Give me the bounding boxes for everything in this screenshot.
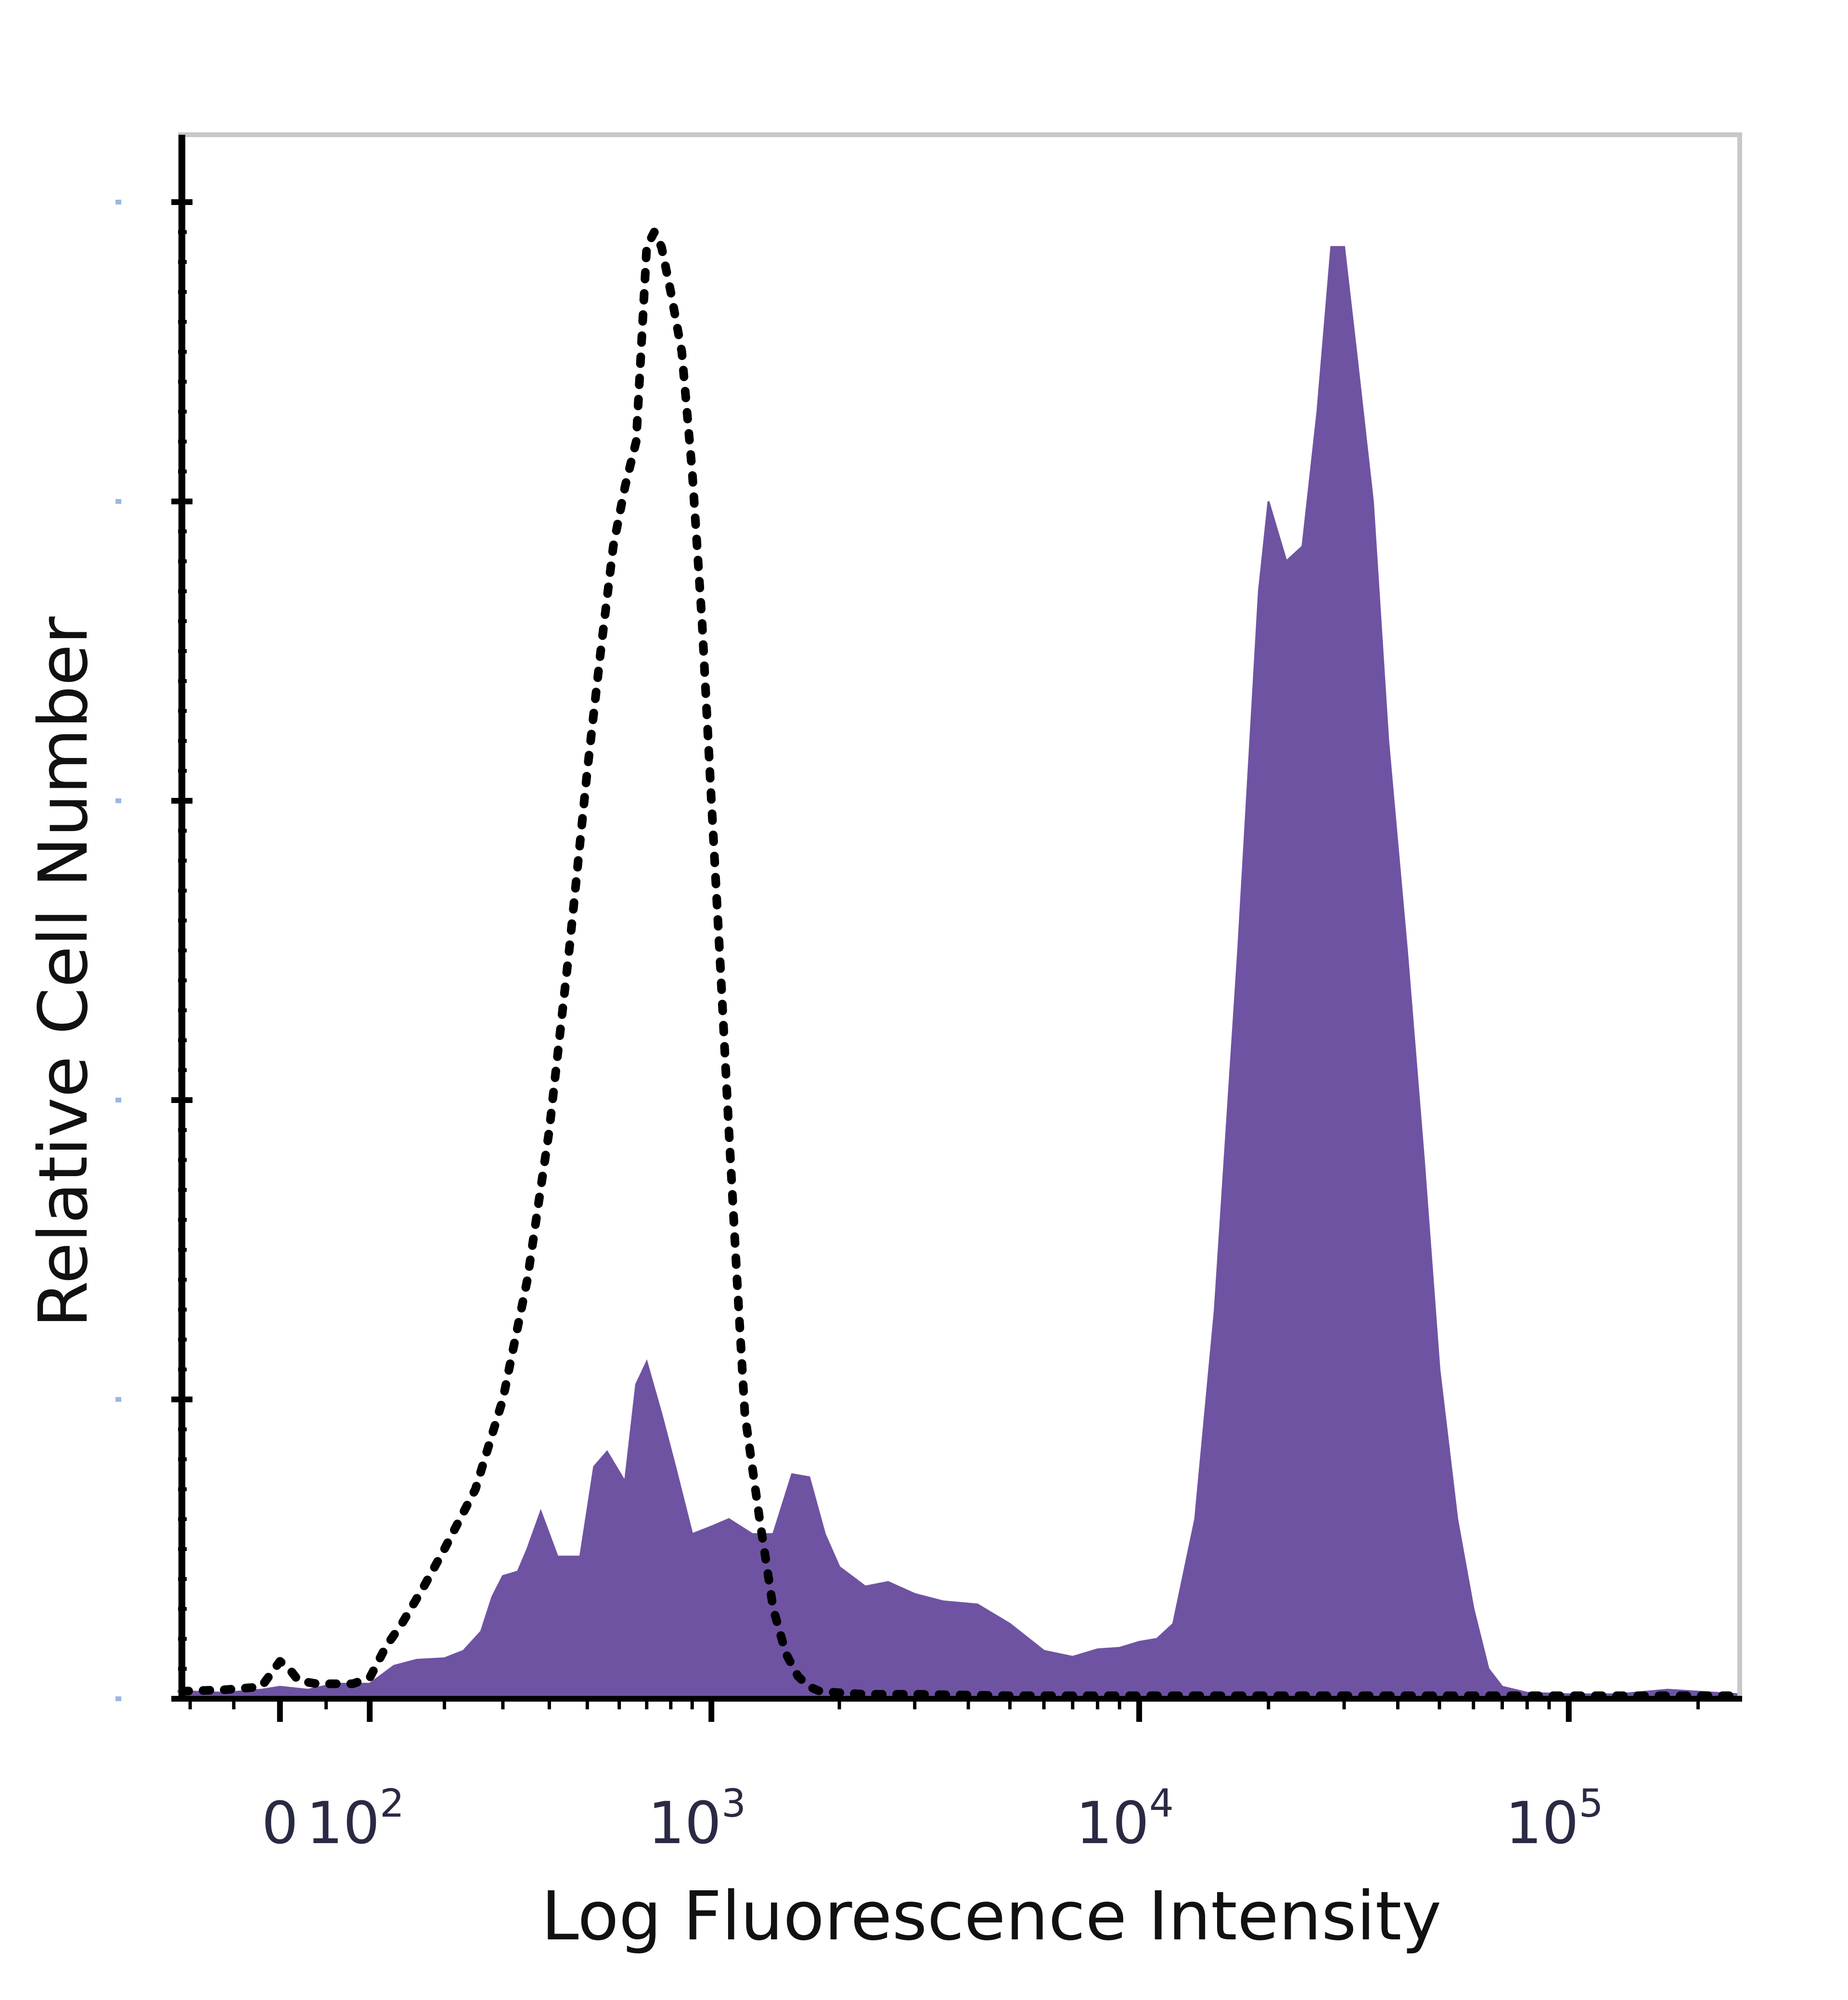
x-tick-label-0: 0 xyxy=(262,1790,298,1857)
x-tick-label-exponent: 2 xyxy=(380,1781,404,1826)
x-tick-label-base: 10 xyxy=(1505,1790,1579,1857)
x-tick-label-base: 10 xyxy=(648,1790,721,1857)
plot-area xyxy=(178,228,1744,1700)
y-axis-title: Relative Cell Number xyxy=(25,616,103,1328)
x-tick-label-4: 105 xyxy=(1505,1781,1604,1857)
x-axis-tick-labels: 0 102 103 104 105 xyxy=(262,1781,1604,1857)
x-tick-label-base: 0 xyxy=(262,1790,298,1857)
x-tick-label-1: 102 xyxy=(306,1781,404,1857)
x-tick-label-2: 103 xyxy=(648,1781,746,1857)
x-tick-label-exponent: 4 xyxy=(1149,1781,1174,1826)
series-1-dotted-histogram xyxy=(178,228,1744,1700)
x-tick-label-base: 10 xyxy=(306,1790,380,1857)
series-0-filled-histogram xyxy=(181,246,1741,1700)
x-axis-title: Log Fluorescence Intensity xyxy=(541,1877,1442,1956)
x-tick-label-3: 104 xyxy=(1076,1781,1174,1857)
x-tick-label-exponent: 3 xyxy=(721,1781,746,1826)
x-axis-ticks xyxy=(188,1699,1700,1722)
y-axis-ticks xyxy=(116,199,192,1702)
x-tick-label-base: 10 xyxy=(1076,1790,1149,1857)
x-tick-label-exponent: 5 xyxy=(1579,1781,1604,1826)
